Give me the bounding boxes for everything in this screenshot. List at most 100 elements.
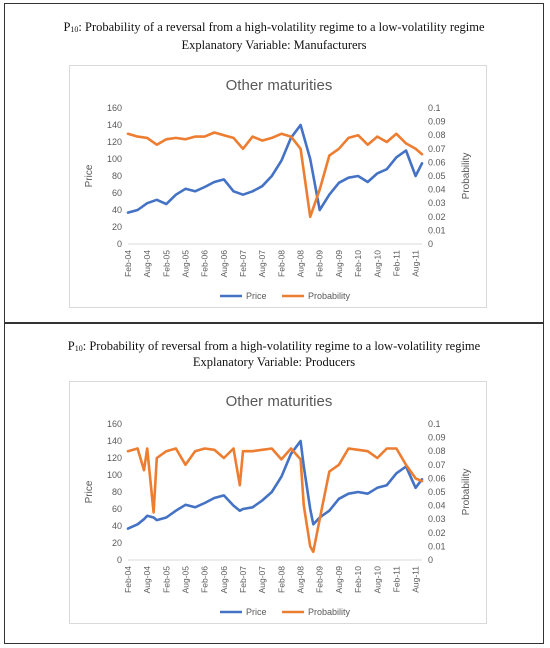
x-tick-label: Feb-05: [161, 566, 171, 593]
y2-axis-title: Probability: [461, 469, 472, 516]
legend-label-probability: Probability: [308, 291, 351, 301]
y2-tick-label: 0.08: [428, 130, 446, 140]
legend-label-probability: Probability: [308, 607, 351, 617]
x-tick-label: Aug-05: [181, 566, 191, 594]
y2-tick-label: 0.09: [428, 117, 446, 127]
series-line-probability: [126, 447, 424, 554]
chart-title: Other maturities: [226, 393, 333, 410]
y2-tick-label: 0: [428, 239, 433, 249]
x-tick-label: Feb-07: [238, 566, 248, 593]
y-tick-label: 80: [112, 487, 122, 497]
x-tick-label: Feb-04: [123, 566, 133, 593]
panel-producers: P10: Probability of reversal from a high…: [4, 323, 544, 644]
x-tick-label: Aug-06: [219, 566, 229, 594]
panel-manufacturers: P10: Probability of a reversal from a hi…: [4, 3, 544, 323]
y2-tick-label: 0.04: [428, 501, 446, 511]
y-axis-title: Price: [84, 480, 95, 503]
y-tick-label: 120: [107, 137, 122, 147]
x-tick-label: Aug-08: [296, 250, 306, 278]
x-tick-label: Aug-11: [411, 566, 421, 593]
y2-tick-label: 0.06: [428, 157, 446, 167]
x-tick-label: Feb-04: [123, 250, 133, 277]
y2-tick-label: 0.01: [428, 541, 446, 551]
y2-tick-label: 0: [428, 555, 433, 565]
y-tick-label: 0: [117, 555, 122, 565]
y2-tick-label: 0.07: [428, 144, 446, 154]
y2-tick-label: 0.07: [428, 460, 446, 470]
caption-title: P10: Probability of reversal from a high…: [5, 338, 543, 357]
y2-tick-label: 0.09: [428, 433, 446, 443]
caption-explanatory-variable: Explanatory Variable: Manufacturers: [181, 38, 367, 52]
caption-text: : Probability of a reversal from a high-…: [78, 20, 485, 34]
y2-tick-label: 0.05: [428, 171, 446, 181]
y2-tick-label: 0.01: [428, 225, 446, 235]
x-tick-label: Aug-07: [257, 250, 267, 278]
x-tick-label: Feb-05: [161, 250, 171, 277]
series-line-probability: [126, 131, 424, 219]
x-tick-label: Feb-08: [276, 566, 286, 593]
y-tick-label: 140: [107, 120, 122, 130]
y2-axis-title: Probability: [461, 153, 472, 200]
caption-prefix: P: [67, 339, 75, 353]
x-tick-label: Aug-06: [219, 250, 229, 278]
x-tick-label: Aug-09: [334, 250, 344, 278]
legend-label-price: Price: [246, 607, 267, 617]
y2-tick-label: 0.03: [428, 514, 446, 524]
y-tick-label: 60: [112, 504, 122, 514]
x-tick-label: Aug-04: [142, 566, 152, 594]
y-tick-label: 80: [112, 171, 122, 181]
y-tick-label: 140: [107, 436, 122, 446]
x-tick-label: Aug-10: [372, 250, 382, 278]
y2-tick-label: 0.05: [428, 487, 446, 497]
caption-subscript: 10: [74, 344, 83, 353]
x-tick-label: Aug-08: [296, 566, 306, 594]
y2-tick-label: 0.1: [428, 419, 441, 429]
caption-subscript: 10: [70, 25, 79, 34]
y-tick-label: 40: [112, 521, 122, 531]
x-tick-label: Aug-04: [142, 250, 152, 278]
y-tick-label: 20: [112, 222, 122, 232]
x-tick-label: Feb-06: [200, 250, 210, 277]
legend-label-price: Price: [246, 291, 267, 301]
y-tick-label: 100: [107, 154, 122, 164]
x-tick-label: Aug-09: [334, 566, 344, 594]
x-tick-label: Feb-09: [315, 566, 325, 593]
y2-tick-label: 0.1: [428, 103, 441, 113]
x-tick-label: Aug-05: [181, 250, 191, 278]
x-tick-label: Feb-06: [200, 566, 210, 593]
caption-text: : Probability of reversal from a high-vo…: [82, 339, 481, 353]
x-tick-label: Feb-10: [353, 566, 363, 593]
y2-tick-label: 0.08: [428, 446, 446, 456]
x-tick-label: Aug-07: [257, 566, 267, 594]
y2-tick-label: 0.02: [428, 528, 446, 538]
x-tick-label: Aug-11: [411, 250, 421, 277]
x-tick-label: Feb-11: [391, 566, 401, 593]
line-chart-producers: Other maturities 0 20 40 60 80 100 120 140 160 0 0.…: [84, 393, 472, 617]
y2-tick-label: 0.02: [428, 212, 446, 222]
x-tick-label: Feb-08: [276, 250, 286, 277]
x-tick-label: Feb-09: [315, 250, 325, 277]
y2-tick-label: 0.04: [428, 185, 446, 195]
chart-title: Other maturities: [226, 77, 333, 94]
y-tick-label: 100: [107, 470, 122, 480]
x-tick-label: Feb-10: [353, 250, 363, 277]
caption-explanatory-variable: Explanatory Variable: Producers: [192, 355, 356, 369]
chart-frame: Other maturities 0 20 40 60 80 100 120 140 160 0 0.…: [69, 65, 487, 308]
x-tick-label: Feb-11: [391, 250, 401, 277]
y-tick-label: 40: [112, 205, 122, 215]
chart-frame: Other maturities 0 20 40 60 80 100 120 140 160 0 0.…: [69, 381, 487, 624]
caption-title: P10: Probability of a reversal from a hi…: [5, 19, 543, 38]
series-line-price: [126, 439, 424, 530]
x-tick-label: Feb-07: [238, 250, 248, 277]
series-line-price: [126, 123, 424, 214]
y-tick-label: 20: [112, 538, 122, 548]
y-axis-title: Price: [84, 164, 95, 187]
y-tick-label: 160: [107, 419, 122, 429]
y2-tick-label: 0.03: [428, 198, 446, 208]
y-tick-label: 0: [117, 239, 122, 249]
y2-tick-label: 0.06: [428, 473, 446, 483]
y-tick-label: 120: [107, 453, 122, 463]
caption-prefix: P: [63, 20, 71, 34]
y-tick-label: 160: [107, 103, 122, 113]
x-tick-label: Aug-10: [372, 566, 382, 594]
